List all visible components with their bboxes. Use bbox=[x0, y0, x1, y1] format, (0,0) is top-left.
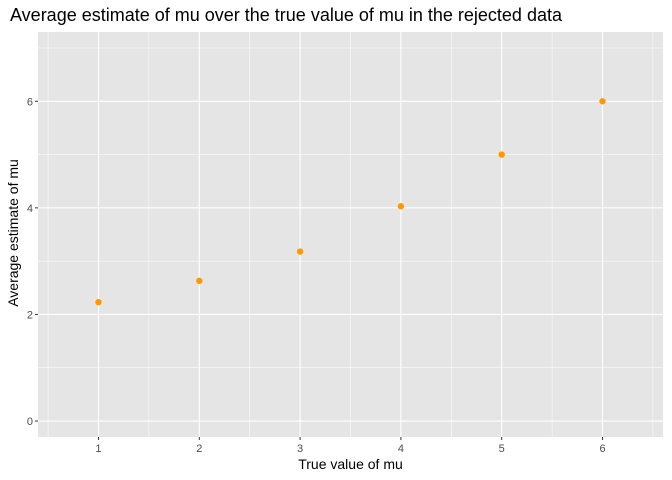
x-tick-label: 3 bbox=[297, 443, 303, 455]
chart-title: Average estimate of mu over the true val… bbox=[10, 5, 563, 25]
y-tick-label: 2 bbox=[27, 309, 33, 321]
data-point bbox=[498, 151, 505, 158]
x-tick-label: 4 bbox=[398, 443, 404, 455]
x-tick-label: 2 bbox=[196, 443, 202, 455]
data-points bbox=[95, 98, 606, 306]
y-tick-label: 0 bbox=[27, 416, 33, 428]
x-tick-label: 1 bbox=[95, 443, 101, 455]
data-point bbox=[95, 298, 102, 306]
data-point bbox=[397, 203, 405, 210]
x-tick-label: 6 bbox=[599, 443, 605, 455]
minor-gridlines bbox=[38, 32, 663, 437]
x-tick-label: 5 bbox=[499, 443, 505, 455]
y-tick-label: 6 bbox=[27, 96, 33, 108]
y-axis-title: Average estimate of mu bbox=[5, 159, 21, 307]
x-axis-title: True value of mu bbox=[298, 456, 403, 472]
data-point bbox=[599, 98, 606, 105]
y-axis-ticks: 0 2 4 6 bbox=[27, 96, 38, 428]
y-tick-label: 4 bbox=[27, 203, 33, 215]
x-axis-ticks: 1 2 3 4 5 6 bbox=[95, 437, 606, 455]
data-point bbox=[196, 277, 203, 285]
data-point bbox=[296, 248, 304, 255]
